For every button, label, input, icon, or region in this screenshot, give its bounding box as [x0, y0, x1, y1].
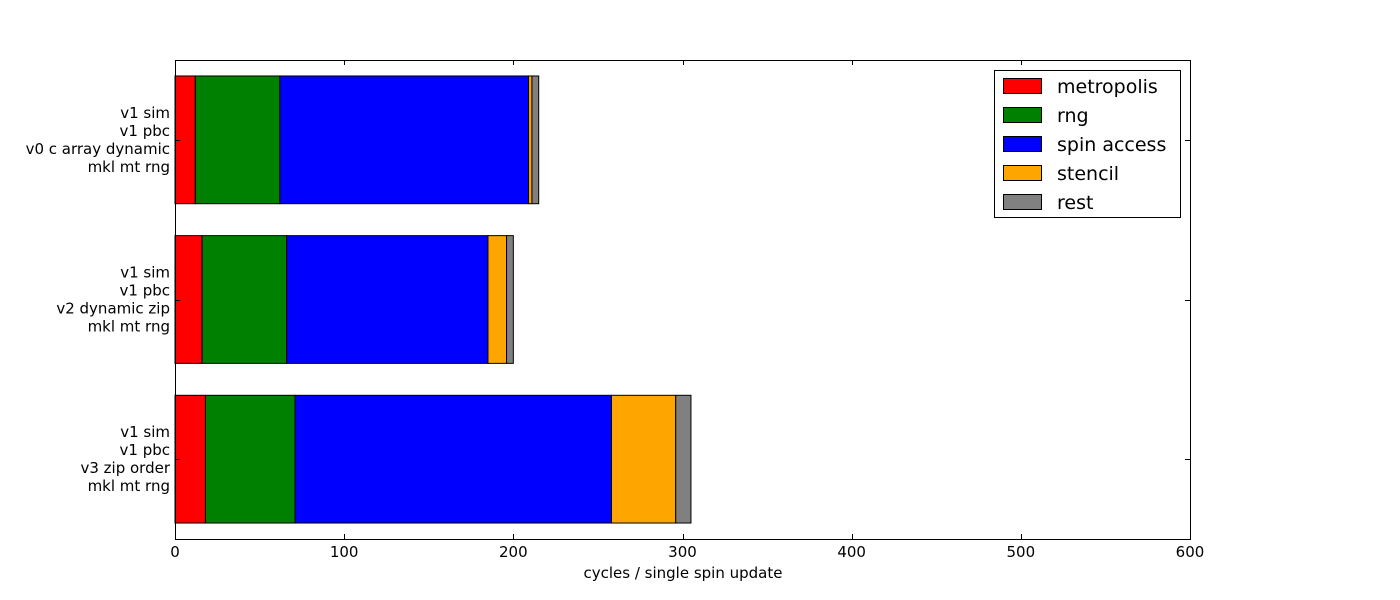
category-label-line: mkl mt rng: [88, 477, 170, 495]
bar-segment-metropolis-1: [174, 235, 203, 364]
legend: metropolis rng spin access stencil rest: [994, 70, 1181, 218]
legend-label-rng: rng: [1057, 105, 1089, 127]
bar-segment-spin-access-0: [279, 75, 530, 205]
bar-segment-spin-access-2: [294, 394, 612, 524]
legend-label-stencil: stencil: [1057, 163, 1119, 185]
bar-segment-stencil-2: [610, 394, 677, 524]
legend-swatch-stencil: [1003, 165, 1042, 181]
bar-segment-rng-2: [204, 394, 296, 524]
bar-segment-spin-access-1: [286, 235, 489, 364]
bar-segment-metropolis-0: [174, 75, 196, 205]
legend-swatch-metropolis: [1003, 78, 1042, 94]
category-label-line: mkl mt rng: [88, 158, 170, 176]
legend-swatch-rng: [1003, 107, 1042, 123]
x-tick-label-5: 500: [1007, 543, 1036, 561]
category-label-line: v1 sim: [120, 264, 170, 282]
legend-label-metropolis: metropolis: [1057, 76, 1158, 98]
x-axis-label: cycles / single spin update: [584, 564, 783, 582]
category-label-line: v1 sim: [120, 104, 170, 122]
bar-segment-rng-1: [201, 235, 288, 364]
bar-segment-stencil-0: [528, 75, 533, 205]
category-label-line: v0 c array dynamic: [26, 140, 170, 158]
bar-segment-metropolis-2: [174, 394, 206, 524]
category-label-line: mkl mt rng: [88, 318, 170, 336]
legend-label-rest: rest: [1057, 192, 1093, 214]
category-label-line: v1 pbc: [120, 441, 170, 459]
legend-swatch-spin-access: [1003, 136, 1042, 152]
category-label-line: v1 pbc: [120, 122, 170, 140]
bar-segment-rest-2: [675, 394, 692, 524]
category-label-line: v1 pbc: [120, 282, 170, 300]
legend-swatch-rest: [1003, 194, 1042, 210]
category-label-2: v1 sim v1 pbc v3 zip order mkl mt rng: [80, 423, 170, 495]
x-axis: 0 100 200 300 400 500 600: [170, 60, 1204, 561]
legend-label-spin-access: spin access: [1057, 134, 1166, 156]
x-tick-label-4: 400: [837, 543, 866, 561]
bar-segment-rest-1: [506, 235, 514, 364]
x-tick-label-0: 0: [170, 543, 180, 561]
category-label-0: v1 sim v1 pbc v0 c array dynamic mkl mt rng: [26, 104, 170, 176]
bar-segment-rng-0: [194, 75, 281, 205]
y-axis: v1 sim v1 pbc v0 c array dynamic mkl mt rng…: [26, 104, 1190, 495]
x-tick-label-1: 100: [330, 543, 359, 561]
x-tick-label-6: 600: [1176, 543, 1205, 561]
bar-segment-rest-0: [531, 75, 540, 205]
x-tick-label-3: 300: [668, 543, 697, 561]
category-label-line: v1 sim: [120, 423, 170, 441]
category-label-line: v3 zip order: [80, 459, 170, 477]
category-label-1: v1 sim v1 pbc v2 dynamic zip mkl mt rng: [56, 264, 170, 336]
category-label-line: v2 dynamic zip: [56, 300, 170, 318]
bar-segment-stencil-1: [487, 235, 508, 364]
bars-layer: [174, 75, 692, 524]
x-tick-label-2: 200: [499, 543, 528, 561]
